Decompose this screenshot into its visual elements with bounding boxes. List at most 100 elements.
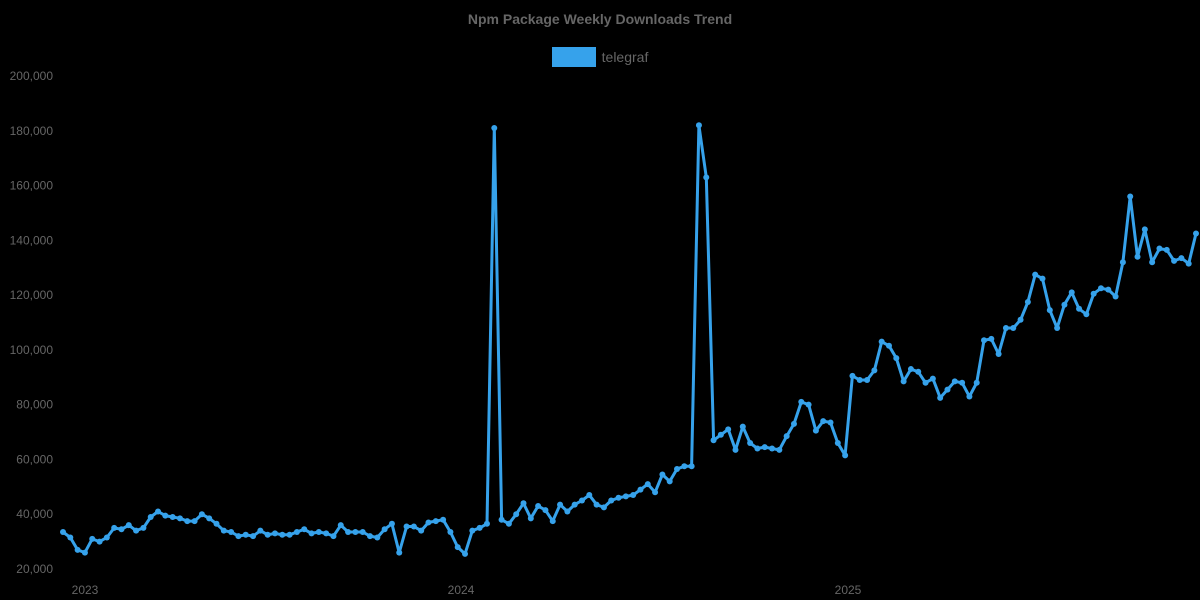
data-point[interactable]: [169, 513, 176, 520]
data-point[interactable]: [600, 504, 607, 511]
data-point[interactable]: [842, 452, 849, 459]
data-point[interactable]: [308, 530, 315, 537]
data-point[interactable]: [827, 419, 834, 426]
data-point[interactable]: [798, 398, 805, 405]
data-point[interactable]: [118, 526, 125, 533]
data-point[interactable]: [571, 501, 578, 508]
data-point[interactable]: [1010, 324, 1017, 331]
data-point[interactable]: [644, 481, 651, 488]
data-point[interactable]: [549, 518, 556, 525]
data-point[interactable]: [907, 366, 914, 373]
data-point[interactable]: [681, 463, 688, 470]
data-point[interactable]: [235, 533, 242, 540]
data-point[interactable]: [659, 471, 666, 478]
data-point[interactable]: [74, 546, 81, 553]
data-point[interactable]: [60, 529, 66, 536]
data-point[interactable]: [81, 549, 88, 556]
data-point[interactable]: [476, 524, 483, 531]
data-point[interactable]: [754, 445, 761, 452]
data-point[interactable]: [257, 527, 264, 534]
data-point[interactable]: [622, 493, 629, 500]
data-point[interactable]: [900, 378, 907, 385]
data-point[interactable]: [695, 122, 702, 129]
data-point[interactable]: [608, 497, 615, 504]
data-point[interactable]: [498, 516, 505, 523]
data-point[interactable]: [162, 512, 169, 519]
data-point[interactable]: [381, 526, 388, 533]
data-point[interactable]: [1134, 253, 1141, 260]
data-point[interactable]: [988, 335, 995, 342]
data-point[interactable]: [1193, 230, 1199, 237]
data-point[interactable]: [805, 401, 812, 408]
data-point[interactable]: [155, 508, 162, 515]
data-point[interactable]: [717, 431, 724, 438]
data-point[interactable]: [747, 440, 754, 447]
data-point[interactable]: [367, 533, 374, 540]
data-point[interactable]: [995, 350, 1002, 357]
data-point[interactable]: [937, 394, 944, 401]
data-point[interactable]: [637, 486, 644, 493]
data-point[interactable]: [761, 444, 768, 451]
data-point[interactable]: [337, 522, 344, 529]
data-point[interactable]: [271, 530, 278, 537]
data-point[interactable]: [206, 515, 213, 522]
data-point[interactable]: [250, 533, 257, 540]
data-point[interactable]: [578, 497, 585, 504]
data-point[interactable]: [981, 337, 988, 344]
data-point[interactable]: [410, 523, 417, 530]
data-point[interactable]: [140, 524, 147, 531]
data-point[interactable]: [959, 379, 966, 386]
data-point[interactable]: [323, 530, 330, 537]
data-point[interactable]: [111, 524, 118, 531]
data-point[interactable]: [564, 508, 571, 515]
data-point[interactable]: [535, 503, 542, 510]
data-point[interactable]: [739, 423, 746, 430]
legend-swatch[interactable]: [551, 47, 596, 67]
data-point[interactable]: [703, 174, 710, 181]
data-point[interactable]: [1032, 271, 1039, 278]
data-point[interactable]: [191, 518, 198, 525]
data-point[interactable]: [973, 379, 980, 386]
data-point[interactable]: [710, 437, 717, 444]
data-point[interactable]: [527, 515, 534, 522]
data-point[interactable]: [279, 531, 286, 538]
data-point[interactable]: [1046, 307, 1053, 314]
data-point[interactable]: [513, 511, 520, 518]
data-point[interactable]: [1178, 255, 1185, 262]
data-point[interactable]: [1083, 311, 1090, 318]
data-point[interactable]: [615, 494, 622, 501]
data-point[interactable]: [893, 355, 900, 362]
data-point[interactable]: [652, 489, 659, 496]
data-point[interactable]: [89, 535, 96, 542]
data-point[interactable]: [1141, 226, 1148, 233]
data-point[interactable]: [286, 531, 293, 538]
data-point[interactable]: [125, 522, 132, 529]
data-point[interactable]: [666, 478, 673, 485]
data-point[interactable]: [425, 519, 432, 526]
data-point[interactable]: [440, 516, 447, 523]
data-point[interactable]: [849, 372, 856, 379]
legend-label[interactable]: telegraf: [601, 49, 649, 65]
data-point[interactable]: [432, 518, 439, 525]
data-point[interactable]: [396, 549, 403, 556]
data-point[interactable]: [1024, 298, 1031, 305]
data-point[interactable]: [220, 527, 227, 534]
data-point[interactable]: [1112, 293, 1119, 300]
data-point[interactable]: [374, 534, 381, 541]
data-point[interactable]: [1090, 290, 1097, 297]
data-point[interactable]: [769, 445, 776, 452]
data-point[interactable]: [783, 433, 790, 440]
data-point[interactable]: [1097, 285, 1104, 292]
data-point[interactable]: [491, 125, 498, 132]
data-point[interactable]: [96, 538, 103, 545]
data-point[interactable]: [630, 492, 637, 499]
data-point[interactable]: [1017, 316, 1024, 323]
data-point[interactable]: [352, 529, 359, 536]
data-point[interactable]: [929, 375, 936, 382]
data-point[interactable]: [820, 418, 827, 425]
data-point[interactable]: [1105, 286, 1112, 293]
data-point[interactable]: [388, 520, 395, 527]
data-point[interactable]: [462, 550, 469, 557]
data-point[interactable]: [944, 386, 951, 393]
data-point[interactable]: [951, 378, 958, 385]
